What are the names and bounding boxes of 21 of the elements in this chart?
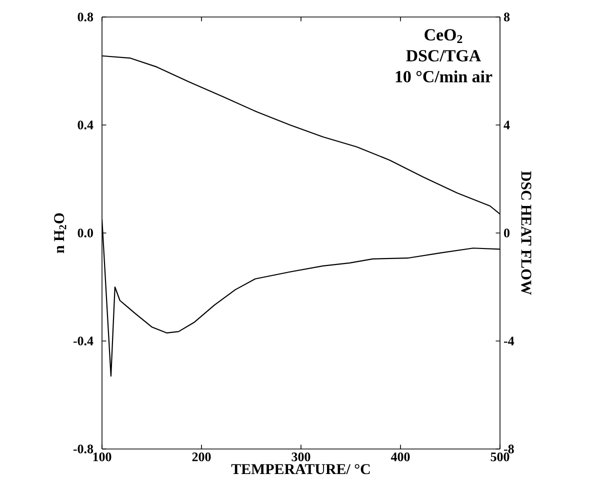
x-tick-label: 300 [292, 452, 310, 462]
x-tick-label: 500 [490, 452, 510, 462]
annotation: DSC/TGA [406, 50, 481, 62]
y2-tick-label: 8 [504, 12, 510, 22]
annotation: 10 °C/min air [396, 70, 492, 82]
y2-tick-label: 4 [504, 120, 510, 130]
y-tick-label: -0.4 [73, 336, 94, 346]
y2-axis-title: DSC HEAT FLOW [521, 171, 532, 295]
x-tick-label: 400 [390, 452, 410, 462]
y-tick-label: 0.4 [78, 120, 94, 130]
y-axis-title: n H$_{2}$O [54, 213, 66, 254]
x-axis-title: TEMPERATURE/ °C [231, 464, 370, 474]
x-tick-label: 200 [192, 452, 211, 462]
y-tick-label: -0.8 [73, 444, 94, 454]
y2-tick-label: -8 [504, 444, 514, 454]
y-tick-label: 0.0 [78, 228, 93, 238]
y-tick-label: 0.8 [78, 12, 94, 22]
annotation: CeO$_{2}$ [424, 29, 462, 43]
y2-tick-label: -4 [504, 336, 514, 346]
x-tick-label: 100 [93, 452, 112, 462]
y2-tick-label: 0 [504, 228, 510, 238]
